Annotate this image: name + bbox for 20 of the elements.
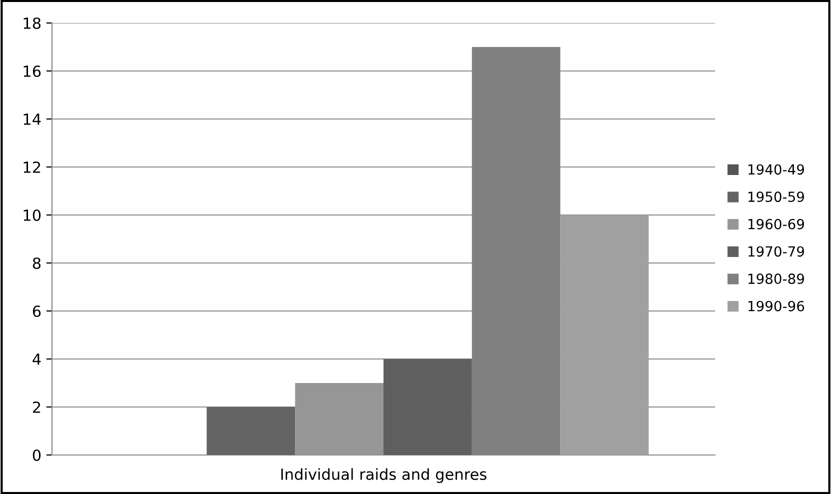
legend-label: 1990-96 [748,300,804,312]
y-tick-label: 6 [32,305,41,318]
bar [384,359,472,455]
legend-label: 1950-59 [748,192,804,202]
x-axis-title: Individual raids and genres [281,468,486,483]
legend-label: 1960-69 [748,218,804,230]
legend-label: 1970-79 [748,246,804,257]
legend-label: 1980-89 [748,274,804,284]
y-tick-label: 14 [24,114,41,125]
legend-label: 1940-49 [748,164,804,175]
bar [560,215,649,455]
y-tick-label: 0 [32,449,41,462]
y-tick-label: 8 [32,257,41,270]
y-tick-label: 4 [32,354,41,365]
y-tick-label: 12 [24,161,40,173]
y-tick-label: 2 [32,401,40,413]
bar [206,407,296,455]
y-tick-label: 18 [24,17,41,30]
y-tick-label: 16 [24,65,41,78]
y-tick-label: 10 [24,209,41,222]
